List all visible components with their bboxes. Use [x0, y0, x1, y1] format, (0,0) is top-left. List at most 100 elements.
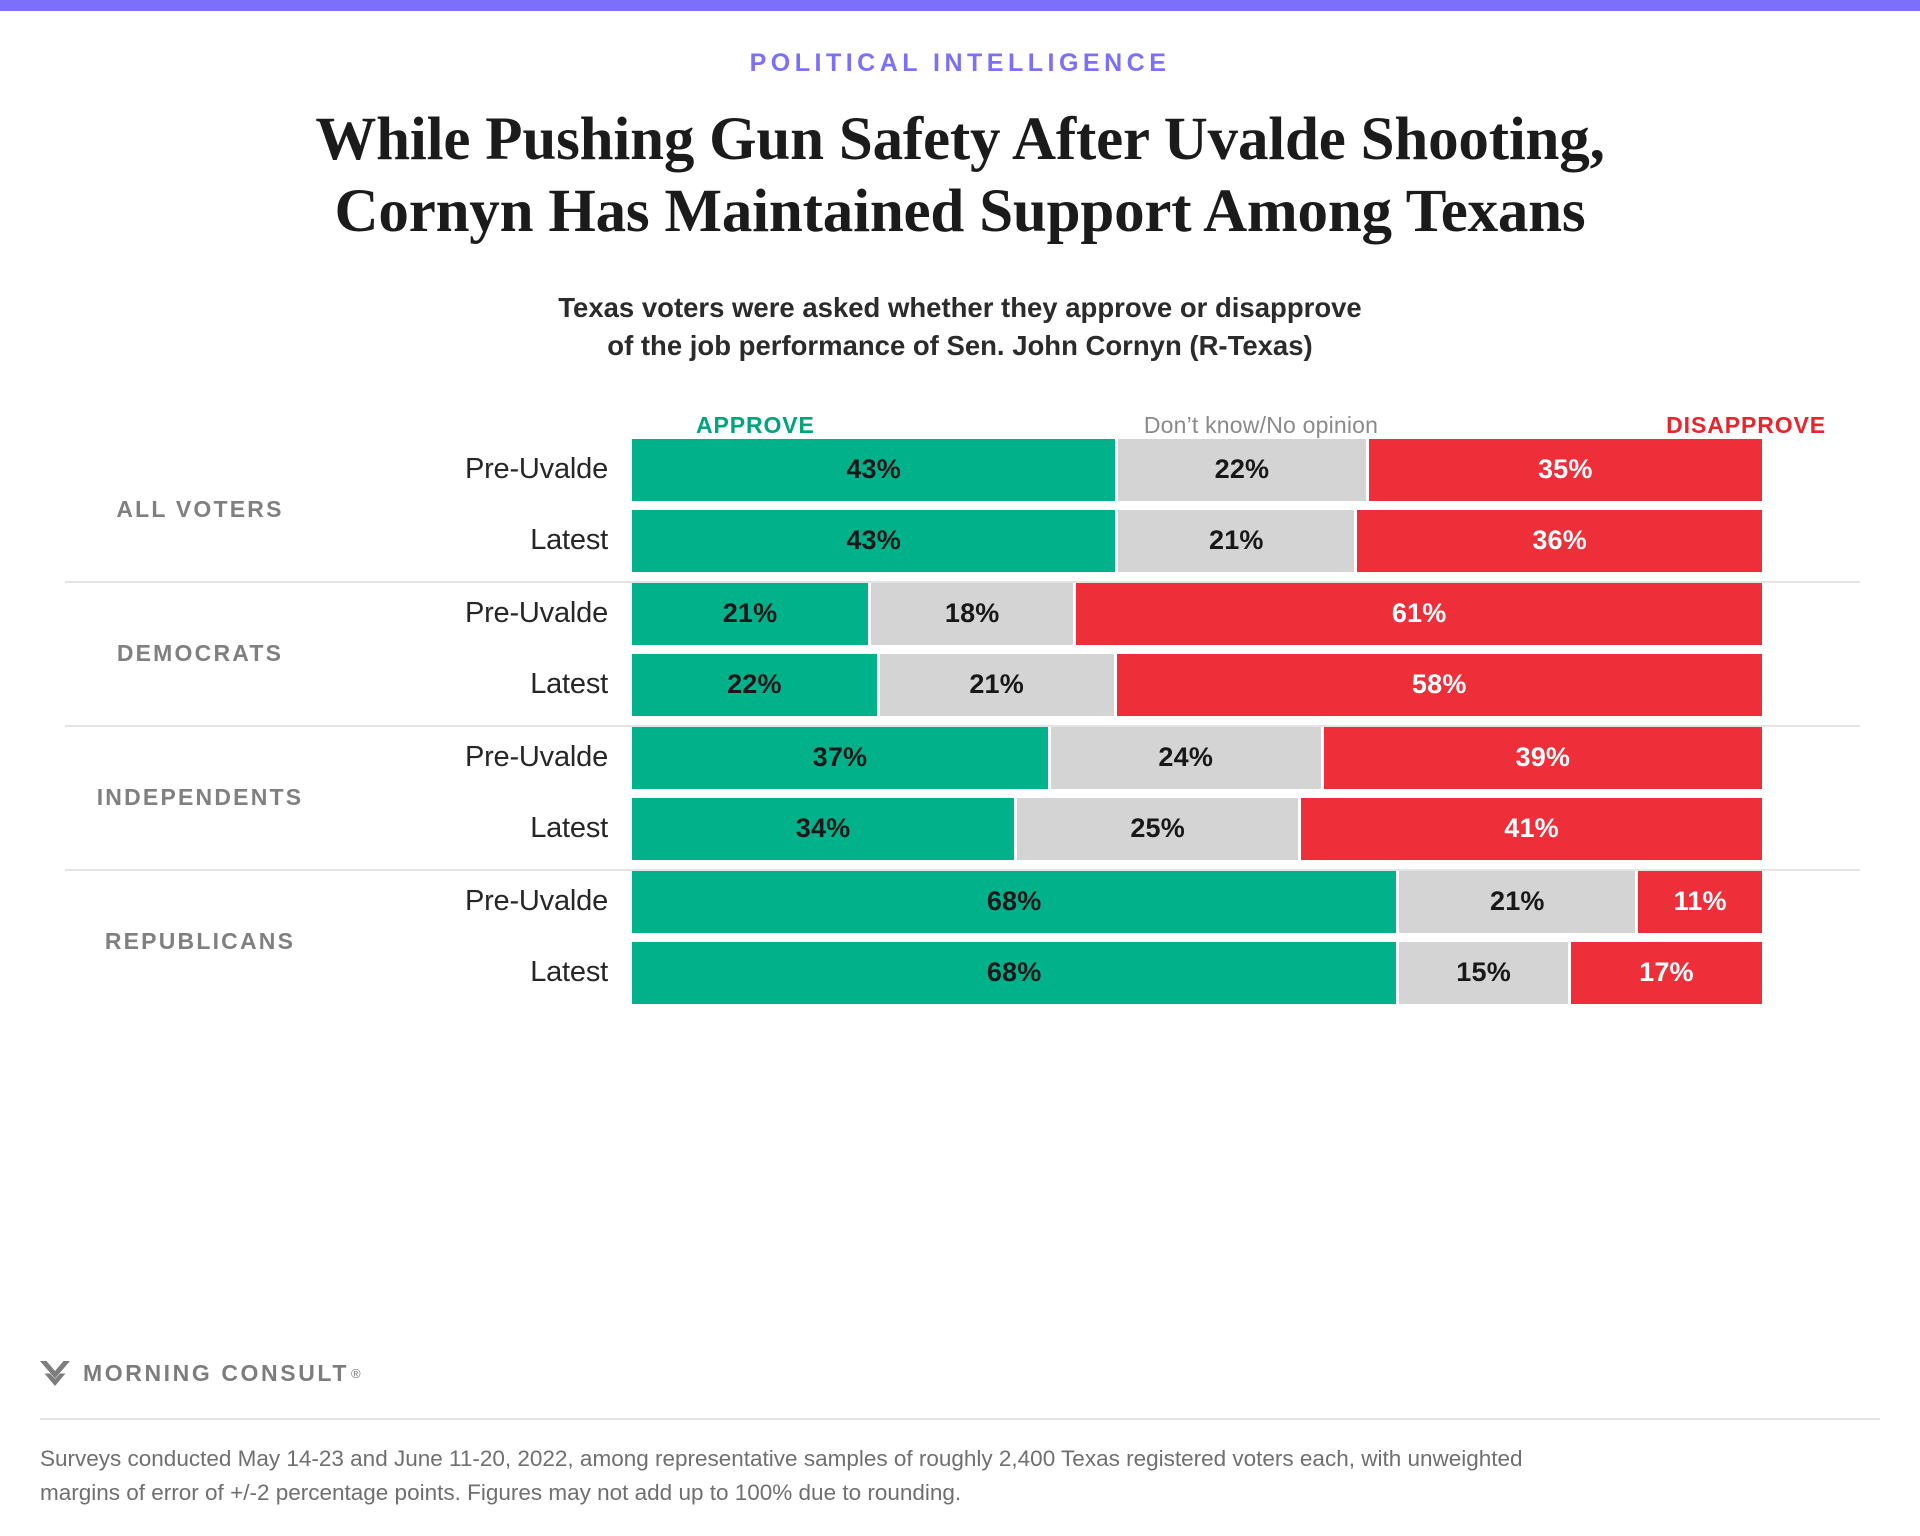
- group-body: INDEPENDENTS Pre-Uvalde 37% 24% 39% Latest 34%…: [0, 726, 1920, 869]
- bar-row: Pre-Uvalde 37% 24% 39%: [360, 726, 1920, 789]
- page-subtitle: Texas voters were asked whether they app…: [0, 289, 1920, 365]
- group-divider: [65, 868, 1860, 871]
- headline-line-1: While Pushing Gun Safety After Uvalde Sh…: [315, 106, 1605, 173]
- bar-segment-dont-know: 15%: [1399, 941, 1568, 1004]
- bar-row-label: Pre-Uvalde: [464, 741, 608, 774]
- bar-segment-disapprove: 61%: [1076, 582, 1762, 645]
- stacked-bar-chart: APPROVE Don’t know/No opinion DISAPPROVE…: [0, 405, 1920, 1013]
- bar-value-label: 39%: [1515, 742, 1571, 773]
- bar-value-label: 43%: [846, 454, 901, 485]
- chart-group: DEMOCRATS Pre-Uvalde 21% 18% 61% Latest 22% 21%…: [0, 580, 1920, 725]
- bar-value-label: 68%: [986, 957, 1042, 988]
- bar-segment-disapprove: 35%: [1368, 438, 1762, 501]
- bar-segment-approve: 34%: [632, 797, 1015, 860]
- bar-value-label: 24%: [1158, 742, 1214, 773]
- bar-segment-approve: 43%: [632, 438, 1116, 501]
- bar-value-label: 58%: [1411, 669, 1467, 700]
- chart-legend: APPROVE Don’t know/No opinion DISAPPROVE: [696, 405, 1826, 439]
- bar-segment-dont-know: 25%: [1017, 797, 1299, 860]
- bar-value-label: 15%: [1456, 957, 1511, 988]
- group-label: INDEPENDENTS: [96, 784, 304, 811]
- registered-mark: ®: [351, 1366, 361, 1382]
- bar-value-label: 43%: [846, 525, 901, 556]
- bar-value-label: 36%: [1532, 525, 1587, 556]
- bar-value-label: 37%: [812, 742, 868, 773]
- group-rows: Pre-Uvalde 21% 18% 61% Latest 22% 21% 58%: [360, 582, 1920, 725]
- subtitle-line-2: of the job performance of Sen. John Corn…: [607, 329, 1313, 361]
- chart-footer: MORNING CONSULT ® Surveys conducted May …: [0, 1348, 1920, 1536]
- source-note-line-1: Surveys conducted May 14-23 and June 11-…: [40, 1445, 1523, 1471]
- group-divider: [65, 724, 1860, 727]
- bar-value-label: 25%: [1130, 813, 1185, 844]
- bar-value-label: 22%: [727, 669, 782, 700]
- legend-dont-know-label: Don’t know/No opinion: [1143, 411, 1379, 438]
- bar-value-label: 18%: [944, 598, 1000, 629]
- bar-segment-dont-know: 21%: [1118, 509, 1355, 572]
- bar-segment-approve: 68%: [632, 870, 1397, 933]
- bar-segment-dont-know: 24%: [1050, 726, 1321, 789]
- bar-value-label: 21%: [969, 669, 1024, 700]
- bar-row: Pre-Uvalde 68% 21% 11%: [360, 870, 1920, 933]
- bar-row: Latest 34% 25% 41%: [360, 797, 1920, 860]
- bar-row-label: Pre-Uvalde: [464, 597, 608, 630]
- source-note: Surveys conducted May 14-23 and June 11-…: [0, 1420, 1920, 1536]
- kicker-label: POLITICAL INTELLIGENCE: [749, 49, 1171, 77]
- bar-value-label: 21%: [1209, 525, 1264, 556]
- bar-row: Latest 43% 21% 36%: [360, 509, 1920, 572]
- bar-segment-dont-know: 18%: [871, 582, 1074, 645]
- bar-value-label: 61%: [1391, 598, 1447, 629]
- bar-segment-approve: 37%: [632, 726, 1048, 789]
- bar-segment-disapprove: 17%: [1570, 941, 1762, 1004]
- chart-group: ALL VOTERS Pre-Uvalde 43% 22% 35% Latest 43% 21…: [0, 438, 1920, 581]
- bar-value-label: 21%: [722, 598, 778, 629]
- bar-value-label: 22%: [1214, 454, 1270, 485]
- bar-track: 68% 15% 17%: [632, 941, 1762, 1004]
- morning-consult-logo: MORNING CONSULT ®: [0, 1348, 1920, 1400]
- bar-segment-approve: 21%: [632, 582, 869, 645]
- bar-segment-disapprove: 11%: [1638, 870, 1762, 933]
- subtitle-line-1: Texas voters were asked whether they app…: [558, 291, 1362, 323]
- source-note-line-2: margins of error of +/-2 percentage poin…: [40, 1479, 962, 1505]
- chart-group: INDEPENDENTS Pre-Uvalde 37% 24% 39% Latest 34%…: [0, 724, 1920, 869]
- bar-value-label: 34%: [795, 813, 851, 844]
- bar-row: Pre-Uvalde 21% 18% 61%: [360, 582, 1920, 645]
- bar-track: 21% 18% 61%: [632, 582, 1762, 645]
- bar-track: 43% 21% 36%: [632, 509, 1762, 572]
- group-body: ALL VOTERS Pre-Uvalde 43% 22% 35% Latest 43% 21…: [0, 438, 1920, 581]
- bar-segment-approve: 43%: [632, 509, 1116, 572]
- bar-row: Latest 22% 21% 58%: [360, 653, 1920, 716]
- group-rows: Pre-Uvalde 43% 22% 35% Latest 43% 21% 36%: [360, 438, 1920, 581]
- group-label: DEMOCRATS: [116, 640, 284, 667]
- group-body: DEMOCRATS Pre-Uvalde 21% 18% 61% Latest 22% 21%…: [0, 582, 1920, 725]
- chart-groups: ALL VOTERS Pre-Uvalde 43% 22% 35% Latest 43% 21…: [0, 438, 1920, 1013]
- bar-value-label: 11%: [1673, 886, 1727, 917]
- bar-row: Pre-Uvalde 43% 22% 35%: [360, 438, 1920, 501]
- bar-value-label: 21%: [1490, 886, 1545, 917]
- bar-row-label: Latest: [530, 668, 608, 701]
- bar-segment-disapprove: 36%: [1357, 509, 1762, 572]
- bar-row-label: Pre-Uvalde: [464, 453, 608, 486]
- legend-disapprove-label: DISAPPROVE: [1666, 411, 1826, 438]
- bar-value-label: 68%: [986, 886, 1042, 917]
- bar-value-label: 41%: [1504, 813, 1559, 844]
- bar-value-label: 35%: [1537, 454, 1593, 485]
- chart-group: REPUBLICANS Pre-Uvalde 68% 21% 11% Latest 68% 1…: [0, 868, 1920, 1013]
- group-rows: Pre-Uvalde 37% 24% 39% Latest 34% 25% 41%: [360, 726, 1920, 869]
- bar-track: 22% 21% 58%: [632, 653, 1762, 716]
- page-title: While Pushing Gun Safety After Uvalde Sh…: [0, 104, 1920, 248]
- bar-row: Latest 68% 15% 17%: [360, 941, 1920, 1004]
- top-accent-bar: [0, 0, 1920, 11]
- brand-wordmark: MORNING CONSULT: [83, 1360, 350, 1387]
- bar-segment-disapprove: 41%: [1301, 797, 1762, 860]
- bar-segment-dont-know: 21%: [879, 653, 1114, 716]
- chevron-m-icon: [40, 1360, 70, 1387]
- bar-segment-approve: 22%: [632, 653, 877, 716]
- group-label: REPUBLICANS: [104, 928, 296, 955]
- footer-divider: [40, 1417, 1880, 1420]
- group-divider: [65, 580, 1860, 583]
- bar-segment-approve: 68%: [632, 941, 1397, 1004]
- group-label: ALL VOTERS: [116, 496, 284, 523]
- bar-track: 34% 25% 41%: [632, 797, 1762, 860]
- headline-line-2: Cornyn Has Maintained Support Among Texa…: [334, 177, 1586, 245]
- bar-track: 43% 22% 35%: [632, 438, 1762, 501]
